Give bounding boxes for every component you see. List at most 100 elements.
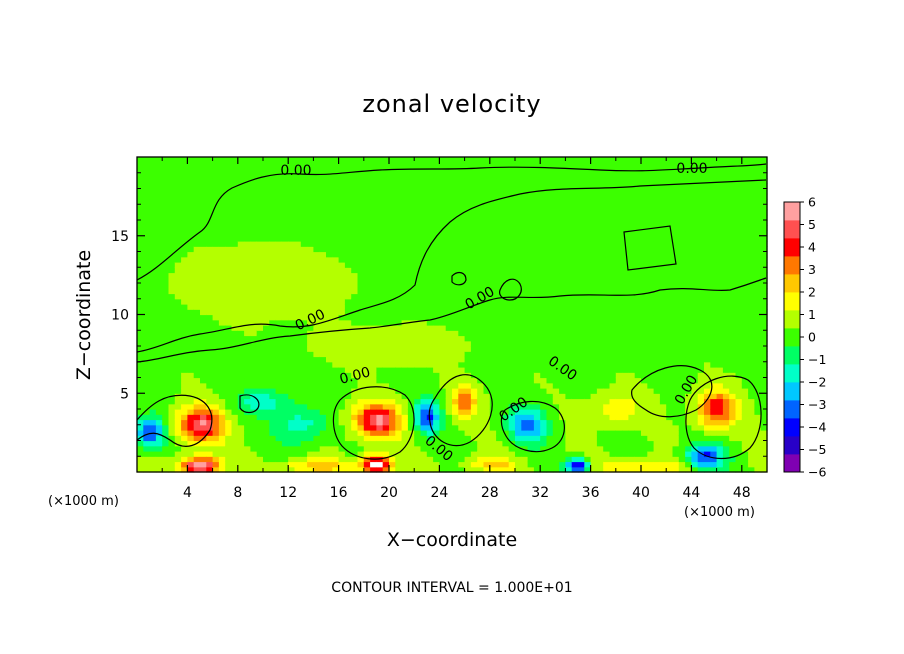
- heatmap-cell: [363, 461, 371, 468]
- heatmap-cell: [590, 456, 598, 463]
- heatmap-cell: [502, 241, 510, 247]
- heatmap-cell: [168, 409, 176, 415]
- heatmap-cell: [584, 445, 592, 452]
- heatmap-cell: [590, 414, 598, 421]
- heatmap-cell: [344, 403, 352, 410]
- heatmap-cell: [628, 256, 636, 263]
- heatmap-cell: [464, 157, 472, 163]
- heatmap-cell: [225, 283, 233, 289]
- heatmap-cell: [382, 283, 390, 289]
- heatmap-cell: [363, 220, 371, 226]
- heatmap-cell: [395, 178, 403, 184]
- heatmap-cell: [351, 162, 359, 169]
- heatmap-cell: [401, 456, 409, 463]
- heatmap-cell: [200, 172, 207, 179]
- heatmap-cell: [155, 440, 163, 447]
- heatmap-cell: [382, 414, 390, 421]
- heatmap-cell: [578, 440, 585, 447]
- heatmap-cell: [521, 241, 529, 247]
- heatmap-cell: [137, 214, 144, 221]
- heatmap-cell: [584, 361, 592, 368]
- heatmap-cell: [634, 172, 642, 179]
- heatmap-cell: [578, 277, 585, 284]
- heatmap-cell: [162, 298, 170, 305]
- heatmap-cell: [294, 272, 302, 279]
- heatmap-cell: [521, 466, 529, 473]
- heatmap-cell: [647, 388, 655, 394]
- heatmap-cell: [376, 409, 384, 415]
- heatmap-cell: [489, 209, 497, 216]
- heatmap-cell: [533, 235, 541, 242]
- heatmap-cell: [143, 403, 151, 410]
- heatmap-cell: [641, 225, 648, 232]
- heatmap-cell: [357, 309, 365, 316]
- heatmap-cell: [250, 419, 258, 426]
- heatmap-cell: [250, 183, 258, 190]
- heatmap-cell: [420, 351, 428, 358]
- heatmap-cell: [622, 414, 629, 421]
- heatmap-cell: [546, 256, 554, 263]
- heatmap-cell: [603, 293, 611, 300]
- heatmap-cell: [193, 335, 201, 342]
- heatmap-cell: [143, 335, 151, 342]
- heatmap-cell: [313, 188, 321, 195]
- heatmap-cell: [527, 246, 535, 253]
- heatmap-cell: [250, 445, 258, 452]
- heatmap-cell: [445, 193, 453, 200]
- heatmap-cell: [565, 430, 573, 436]
- heatmap-cell: [647, 298, 655, 305]
- heatmap-cell: [181, 419, 188, 426]
- heatmap-cell: [294, 283, 302, 289]
- heatmap-cell: [559, 188, 566, 195]
- heatmap-cell: [357, 188, 365, 195]
- heatmap-cell: [281, 314, 289, 321]
- heatmap-cell: [187, 377, 195, 384]
- heatmap-cell: [338, 451, 346, 457]
- heatmap-cell: [332, 199, 340, 205]
- heatmap-cell: [584, 199, 592, 205]
- heatmap-cell: [464, 346, 472, 352]
- heatmap-cell: [244, 419, 251, 426]
- heatmap-cell: [496, 183, 503, 190]
- heatmap-cell: [143, 424, 151, 431]
- heatmap-cell: [578, 235, 585, 242]
- heatmap-cell: [338, 414, 346, 421]
- heatmap-cell: [489, 256, 497, 263]
- heatmap-cell: [344, 256, 352, 263]
- heatmap-cell: [622, 398, 629, 405]
- heatmap-cell: [357, 183, 365, 190]
- heatmap-cell: [363, 225, 371, 232]
- heatmap-cell: [149, 193, 157, 200]
- heatmap-cell: [212, 262, 220, 268]
- heatmap-cell: [546, 162, 554, 169]
- heatmap-cell: [357, 199, 365, 205]
- heatmap-cell: [344, 419, 352, 426]
- heatmap-cell: [155, 298, 163, 305]
- heatmap-cell: [237, 403, 245, 410]
- heatmap-cell: [319, 230, 327, 237]
- heatmap-cell: [244, 461, 251, 468]
- heatmap-cell: [433, 162, 440, 169]
- heatmap-cell: [300, 409, 308, 415]
- heatmap-cell: [540, 330, 548, 337]
- heatmap-cell: [426, 445, 434, 452]
- heatmap-cell: [263, 277, 270, 284]
- heatmap-cell: [533, 167, 541, 174]
- heatmap-cell: [149, 209, 157, 216]
- heatmap-cell: [162, 335, 170, 342]
- heatmap-cell: [647, 309, 655, 316]
- heatmap-cell: [546, 298, 554, 305]
- heatmap-cell: [615, 356, 623, 363]
- heatmap-cell: [615, 346, 623, 352]
- heatmap-cell: [225, 335, 233, 342]
- heatmap-cell: [206, 214, 214, 221]
- heatmap-cell: [603, 403, 611, 410]
- heatmap-cell: [445, 351, 453, 358]
- heatmap-cell: [483, 230, 491, 237]
- heatmap-cell: [590, 445, 598, 452]
- heatmap-cell: [641, 277, 648, 284]
- heatmap-cell: [533, 403, 541, 410]
- heatmap-cell: [395, 246, 403, 253]
- heatmap-cell: [515, 288, 522, 295]
- heatmap-cell: [433, 335, 440, 342]
